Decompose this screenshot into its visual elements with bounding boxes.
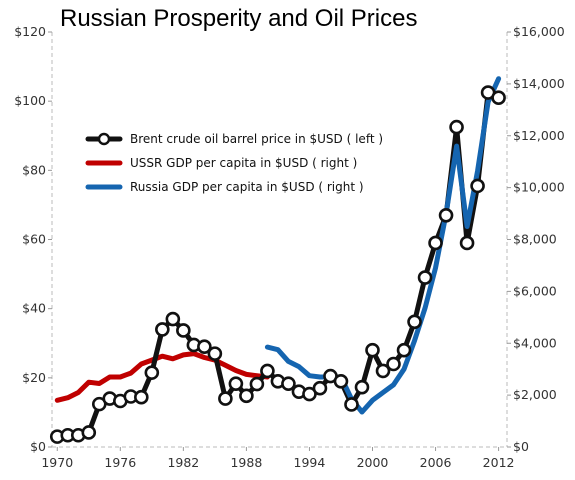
- series-layer: [49, 76, 506, 444]
- x-tick-label: 1994: [294, 455, 326, 470]
- data-point-brent-oil: [354, 379, 370, 395]
- x-tick-label: 1976: [104, 455, 136, 470]
- data-point-brent-oil: [365, 342, 380, 358]
- series-line-ussr-gdp: [54, 351, 270, 403]
- x-tick-label: 1982: [167, 455, 199, 470]
- y-left-tick-label: $100: [14, 93, 46, 108]
- y-right-tick-label: $14,000: [513, 76, 565, 91]
- data-point-brent-oil: [155, 322, 170, 337]
- data-point-brent-oil: [197, 339, 212, 355]
- data-point-brent-oil: [228, 376, 244, 392]
- legend-label: Russia GDP per capita in $USD ( right ): [130, 180, 364, 194]
- y-left-tick-label: $20: [22, 370, 46, 385]
- data-point-brent-oil: [344, 397, 359, 412]
- axes-layer: $0 $20 $40 $60 $80 $100 $120 $0 $2,000 $4,000 $6,0…: [14, 24, 565, 470]
- data-point-brent-oil: [417, 270, 433, 285]
- data-point-brent-oil: [438, 207, 454, 223]
- data-point-brent-oil: [396, 342, 412, 358]
- data-point-brent-oil: [449, 119, 464, 135]
- data-point-brent-oil: [312, 380, 328, 396]
- y-right-tick-label: $12,000: [513, 128, 565, 143]
- y-right-tick-label: $16,000: [513, 24, 565, 39]
- data-point-brent-oil: [176, 323, 191, 338]
- data-point-brent-oil: [407, 314, 422, 330]
- data-point-brent-oil: [144, 365, 160, 380]
- x-tick-label: 2012: [483, 455, 515, 470]
- data-point-brent-oil: [302, 386, 317, 402]
- y-left-tick-label: $80: [22, 162, 46, 177]
- data-point-brent-oil: [428, 235, 443, 251]
- legend: Brent crude oil barrel price in $USD ( l…: [85, 132, 383, 194]
- data-point-brent-oil: [81, 425, 97, 440]
- x-tick-label: 2006: [420, 455, 452, 470]
- x-tick-label: 1988: [230, 455, 262, 470]
- series-line-russia-gdp: [264, 76, 502, 415]
- data-point-brent-oil: [491, 90, 506, 106]
- data-point-brent-oil: [459, 235, 475, 251]
- y-right-tick-label: $2,000: [513, 387, 557, 402]
- x-tick-label: 2000: [357, 455, 389, 470]
- data-point-brent-oil: [386, 356, 401, 372]
- y-left-tick-label: $40: [22, 301, 46, 316]
- data-point-brent-oil: [218, 391, 233, 406]
- y-right-tick-label: $4,000: [513, 335, 557, 350]
- y-left-tick-label: $60: [22, 232, 46, 247]
- y-right-tick-label: $0: [513, 439, 529, 454]
- data-point-brent-oil: [281, 376, 296, 392]
- data-point-brent-oil: [249, 376, 265, 392]
- data-point-brent-oil: [375, 363, 391, 379]
- y-right-tick-label: $6,000: [513, 283, 557, 298]
- data-point-brent-oil: [333, 373, 349, 389]
- y-left-tick-label: $0: [30, 439, 46, 454]
- data-point-brent-oil: [207, 346, 223, 361]
- legend-marker: [97, 132, 111, 146]
- y-right-tick-label: $8,000: [513, 232, 557, 247]
- data-point-brent-oil: [134, 389, 149, 405]
- data-point-brent-oil: [260, 363, 275, 379]
- legend-label: USSR GDP per capita in $USD ( right ): [130, 156, 357, 170]
- data-point-brent-oil: [165, 311, 181, 327]
- y-left-tick-label: $120: [14, 24, 46, 39]
- y-right-tick-label: $10,000: [513, 180, 565, 195]
- data-point-brent-oil: [470, 178, 485, 194]
- data-point-brent-oil: [239, 388, 254, 404]
- legend-label: Brent crude oil barrel price in $USD ( l…: [130, 132, 383, 146]
- x-tick-label: 1970: [41, 455, 73, 470]
- chart-title: Russian Prosperity and Oil Prices: [60, 5, 417, 32]
